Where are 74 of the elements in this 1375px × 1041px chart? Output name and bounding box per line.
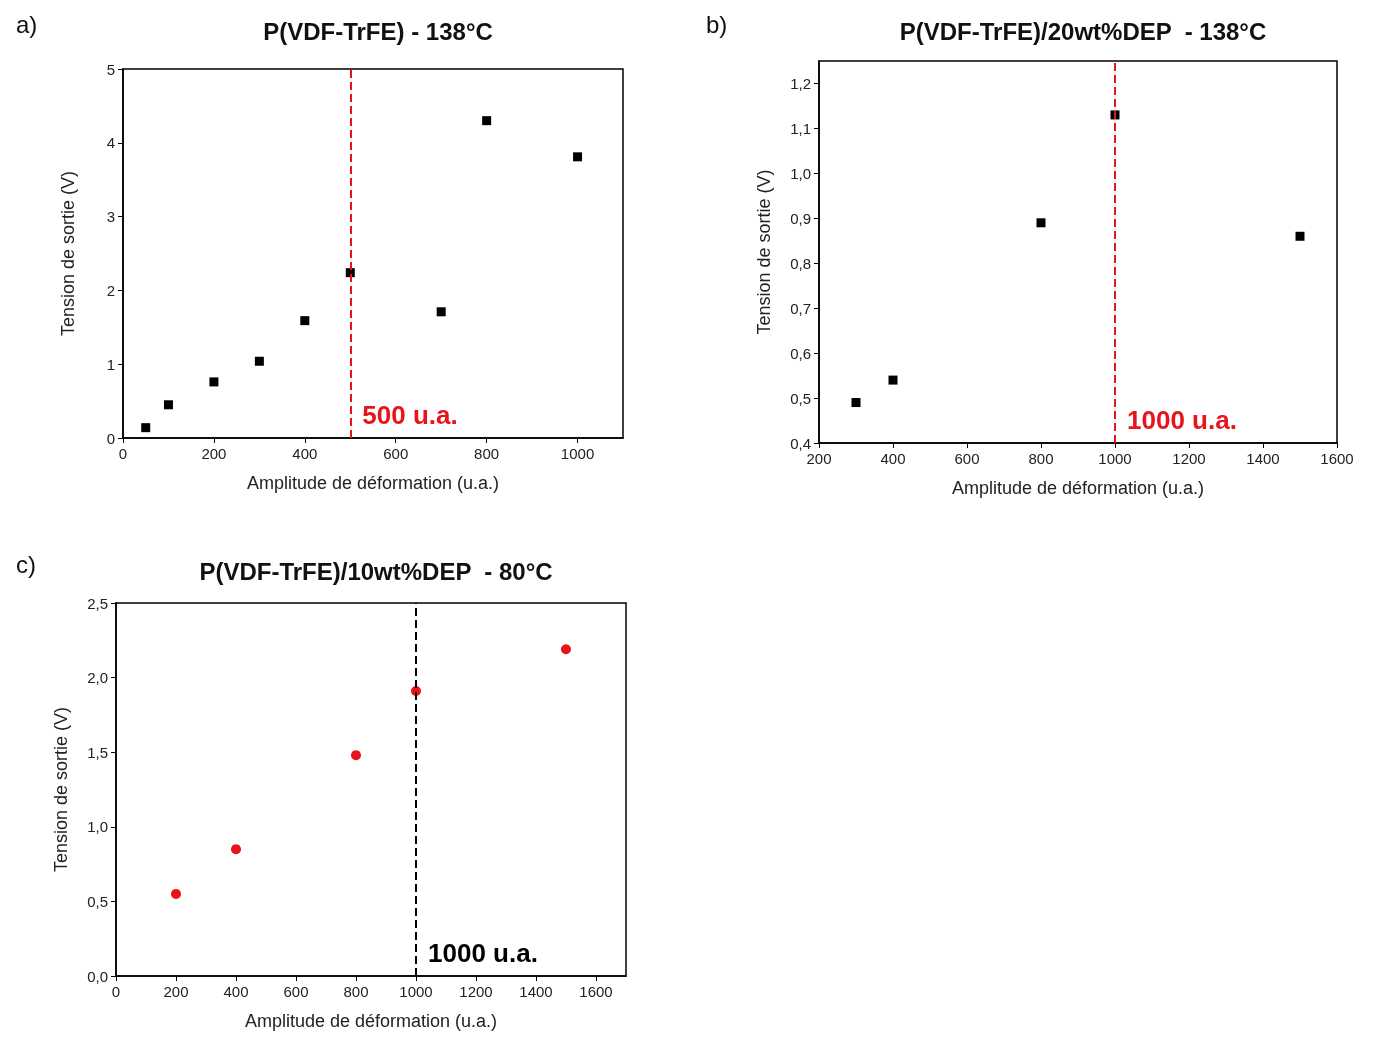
- point: [1295, 231, 1305, 241]
- y-tick-label: 2: [106, 281, 115, 299]
- x-tick-label: 800: [474, 445, 500, 462]
- x-tick-label: 1400: [519, 983, 553, 1000]
- point: [436, 307, 446, 317]
- x-tick-label: 600: [283, 983, 309, 1000]
- y-axis-title: Tension de sortie (V): [51, 706, 71, 873]
- x-axis-title: Amplitude de déformation (u.a.): [246, 473, 500, 493]
- point: [851, 398, 861, 408]
- y-tick-label: 0,9: [790, 209, 811, 227]
- y-tick-label: 1,5: [87, 743, 108, 761]
- ref-line-label: 500 u.a.: [362, 400, 458, 430]
- point: [351, 750, 361, 761]
- y-axis-title: Tension de sortie (V): [58, 170, 78, 337]
- point: [482, 116, 492, 126]
- y-tick-label: 3: [106, 208, 115, 226]
- y-tick-label: 2,0: [87, 669, 108, 687]
- point: [163, 400, 173, 410]
- text: c): [16, 550, 36, 578]
- point: [1036, 218, 1046, 228]
- x-tick-label: 200: [163, 983, 189, 1000]
- chart-title: P(VDF-TrFE)/10wt%DEP - 80°C: [199, 557, 553, 585]
- y-tick-label: 0,0: [87, 967, 108, 985]
- ref-line-label: 1000 u.a.: [428, 938, 538, 968]
- point: [300, 316, 310, 326]
- x-tick-label: 1600: [1320, 450, 1354, 467]
- text: a): [16, 10, 38, 38]
- y-tick-label: 0,7: [790, 299, 811, 317]
- chart-title: P(VDF-TrFE)/20wt%DEP - 138°C: [899, 17, 1267, 45]
- y-tick-label: 1,1: [790, 119, 811, 137]
- x-tick-label: 400: [292, 445, 318, 462]
- y-tick-label: 0,5: [87, 892, 108, 910]
- ref-line-label: 1000 u.a.: [1127, 405, 1237, 435]
- point: [171, 888, 181, 899]
- y-tick-label: 1,0: [790, 164, 811, 182]
- x-tick-label: 800: [1028, 450, 1054, 467]
- y-axis-title: Tension de sortie (V): [754, 169, 774, 335]
- point: [254, 356, 264, 366]
- x-axis-title: Amplitude de déformation (u.a.): [951, 478, 1205, 498]
- x-tick-label: 400: [223, 983, 249, 1000]
- x-tick-label: 200: [806, 450, 832, 467]
- x-tick-label: 200: [201, 445, 227, 462]
- x-tick-label: 1200: [459, 983, 493, 1000]
- x-tick-label: 0: [118, 445, 128, 462]
- y-tick-label: 2,5: [87, 594, 108, 612]
- chart-title: P(VDF-TrFE) - 138°C: [263, 17, 493, 45]
- x-tick-label: 800: [343, 983, 369, 1000]
- x-tick-label: 1600: [579, 983, 613, 1000]
- point: [888, 375, 898, 385]
- y-tick-label: 0,4: [790, 434, 811, 452]
- y-tick-label: 0: [106, 429, 115, 447]
- x-tick-label: 600: [383, 445, 409, 462]
- y-tick-label: 1,2: [790, 74, 811, 92]
- x-tick-label: 1000: [560, 445, 595, 462]
- x-tick-label: 1400: [1246, 450, 1280, 467]
- x-tick-label: 1200: [1172, 450, 1206, 467]
- y-tick-label: 1,0: [87, 818, 108, 836]
- x-tick-label: 600: [954, 450, 980, 467]
- y-tick-label: 0,8: [790, 254, 811, 272]
- point: [573, 152, 583, 162]
- x-tick-label: 1000: [399, 983, 433, 1000]
- point: [561, 644, 571, 655]
- point: [231, 844, 241, 855]
- text: b): [706, 10, 728, 38]
- y-tick-label: 5: [106, 60, 115, 78]
- y-tick-label: 0,5: [790, 389, 811, 407]
- x-axis-title: Amplitude de déformation (u.a.): [244, 1011, 498, 1031]
- point: [209, 377, 219, 387]
- y-tick-label: 0,6: [790, 344, 811, 362]
- x-tick-label: 400: [880, 450, 906, 467]
- point: [141, 423, 151, 433]
- y-tick-label: 1: [106, 355, 115, 373]
- x-tick-label: 1000: [1098, 450, 1132, 467]
- y-tick-label: 4: [106, 134, 115, 152]
